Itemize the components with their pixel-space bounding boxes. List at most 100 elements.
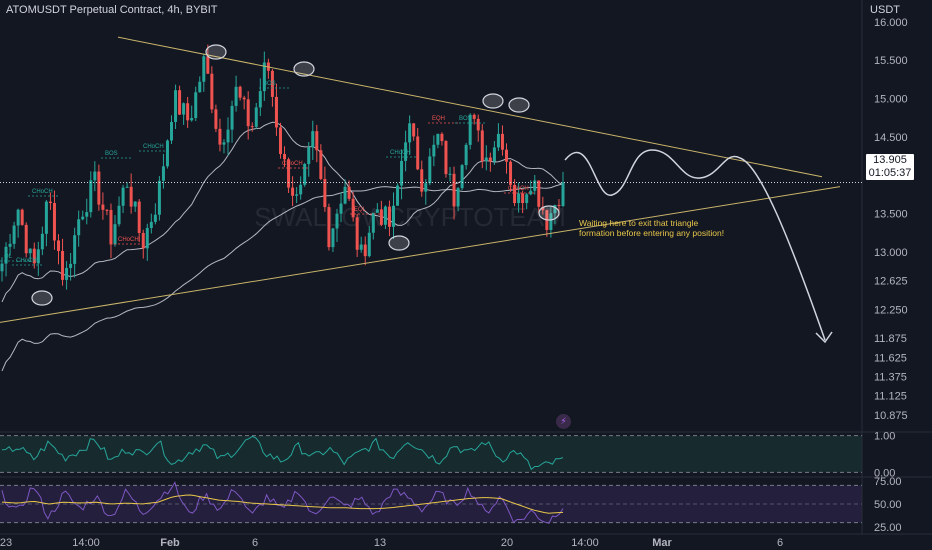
candle-body <box>121 187 125 206</box>
candle-body <box>36 249 40 264</box>
watermark-text: SWALLOWCRYPTOTEAM <box>254 202 566 232</box>
candle-body <box>234 86 238 106</box>
candle-body <box>500 133 504 150</box>
candle-body <box>137 201 141 233</box>
candle-body <box>77 219 81 236</box>
candle-body <box>24 224 28 254</box>
candle-body <box>230 105 234 130</box>
time-tick-label: Mar <box>652 537 672 549</box>
candle-body <box>513 184 517 204</box>
candle-body <box>303 163 307 185</box>
structure-label: BOS <box>459 116 472 122</box>
candle-body <box>85 212 89 217</box>
candle-body <box>258 91 262 108</box>
candle-body <box>117 205 121 225</box>
candle-body <box>460 165 464 189</box>
candle-body <box>157 180 161 215</box>
candle-body <box>145 228 149 249</box>
candle-body <box>8 243 12 247</box>
candle-body <box>331 228 335 248</box>
candle-body <box>182 103 186 115</box>
candle-body <box>311 131 315 148</box>
candle-body <box>484 157 488 162</box>
time-tick-label: 23 <box>0 537 12 549</box>
price-tick-label: 11.875 <box>874 333 907 345</box>
candle-body <box>28 248 32 254</box>
candle-body <box>408 123 412 143</box>
candle-body <box>379 209 383 225</box>
candle-body <box>283 153 287 160</box>
pivot-highlight <box>293 61 315 77</box>
candle-body <box>186 103 190 121</box>
pivot-highlight <box>388 235 410 251</box>
candle-body <box>250 126 254 128</box>
candle-body <box>396 185 400 206</box>
candle-body <box>529 190 533 195</box>
candle-body <box>61 250 65 280</box>
pivot-highlight <box>482 93 504 109</box>
candle-body <box>40 233 44 250</box>
stoch-signal-line <box>1 494 564 514</box>
candle-body <box>541 206 545 211</box>
candle-body <box>226 129 230 143</box>
candle-body <box>202 56 206 82</box>
annotation-note: Waiting here to exit that triangle forma… <box>579 218 725 238</box>
candle-body <box>533 180 537 191</box>
candle-body <box>270 70 274 97</box>
price-tick-label: 13.500 <box>874 209 908 221</box>
candle-body <box>488 157 492 162</box>
candle-body <box>363 244 367 257</box>
price-tick-label: 11.625 <box>874 352 907 364</box>
candle-body <box>65 267 69 280</box>
candle-body <box>0 263 4 272</box>
candle-body <box>553 204 557 214</box>
candle-body <box>327 207 331 248</box>
candle-body <box>274 96 278 128</box>
candle-body <box>16 209 20 226</box>
candle-body <box>141 232 145 249</box>
candle-body <box>412 123 416 137</box>
chart-title: ATOMUSDT Perpetual Contract, 4h, BYBIT <box>6 4 218 16</box>
candle-body <box>468 114 472 145</box>
candle-body <box>291 187 295 196</box>
countdown-timer: 01:05:37 <box>868 167 912 179</box>
stoch-tick-label: 50.00 <box>874 499 902 511</box>
candle-body <box>97 171 101 205</box>
price-tick-label: 12.250 <box>874 304 908 316</box>
last-price-tag: 13.905 01:05:37 <box>866 154 914 180</box>
currency-label: USDT <box>870 4 900 16</box>
candle-body <box>521 193 525 204</box>
candle-body <box>525 194 529 204</box>
candle-body <box>89 180 93 213</box>
candle-body <box>383 206 387 225</box>
candle-body <box>456 188 460 207</box>
candle-body <box>339 203 343 214</box>
candle-body <box>52 203 56 241</box>
structure-label: BOS <box>105 151 118 157</box>
candle-body <box>262 62 266 92</box>
candle-body <box>161 166 165 181</box>
candle-body <box>73 235 77 264</box>
lower-trendline <box>0 186 841 323</box>
candle-body <box>69 263 73 268</box>
candle-body <box>319 150 323 179</box>
price-tick-label: 10.875 <box>874 410 908 422</box>
candle-body <box>387 206 391 227</box>
candle-body <box>149 221 153 229</box>
candle-body <box>210 73 214 110</box>
candle-body <box>129 186 133 207</box>
candle-body <box>517 193 521 204</box>
upper-trendline <box>117 36 823 178</box>
candle-body <box>222 142 226 145</box>
lightning-icon[interactable]: ⚡ <box>556 414 571 429</box>
candle-body <box>343 186 347 204</box>
candle-body <box>436 133 440 145</box>
candle-body <box>153 214 157 222</box>
structure-label: CHoCH <box>16 258 37 264</box>
stoch-tick-label: 25.00 <box>874 522 902 534</box>
rsi-band <box>0 435 862 473</box>
candle-body <box>299 184 303 195</box>
time-tick-label: 20 <box>501 537 513 549</box>
candle-body <box>420 169 424 192</box>
